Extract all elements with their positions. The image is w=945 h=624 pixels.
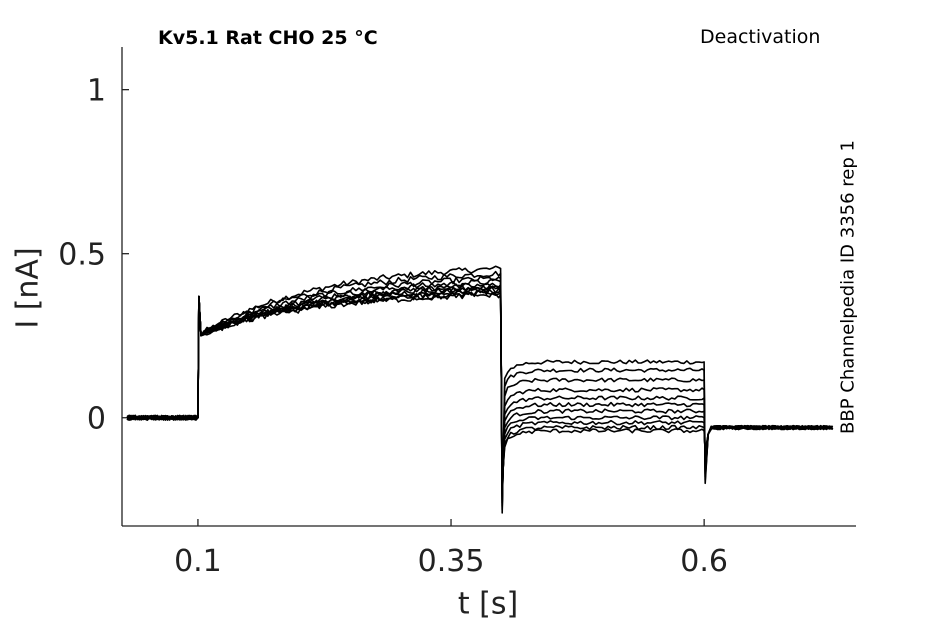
x-tick-label: 0.6 <box>680 544 728 579</box>
chart-title: Kv5.1 Rat CHO 25 °C <box>158 27 378 49</box>
trace-line-3 <box>126 275 834 508</box>
y-tick-label: 1 <box>87 74 106 109</box>
y-tick-label: 0.5 <box>58 238 106 273</box>
x-axis-label: t [s] <box>457 586 519 622</box>
x-tick-label: 0.1 <box>174 544 222 579</box>
x-tick-label: 0.35 <box>418 544 485 579</box>
y-axis-label: I [nA] <box>10 247 46 329</box>
trace-line-1 <box>126 265 834 514</box>
trace-line-6 <box>126 284 833 498</box>
y-tick-label: 0 <box>87 402 106 437</box>
trace-line-4 <box>126 278 833 504</box>
trace-line-2 <box>126 270 834 511</box>
protocol-label: Deactivation <box>700 26 821 48</box>
trace-line-11 <box>126 291 834 481</box>
trace-line-7 <box>127 285 834 494</box>
source-label: BBP Channelpedia ID 3356 rep 1 <box>837 140 859 434</box>
